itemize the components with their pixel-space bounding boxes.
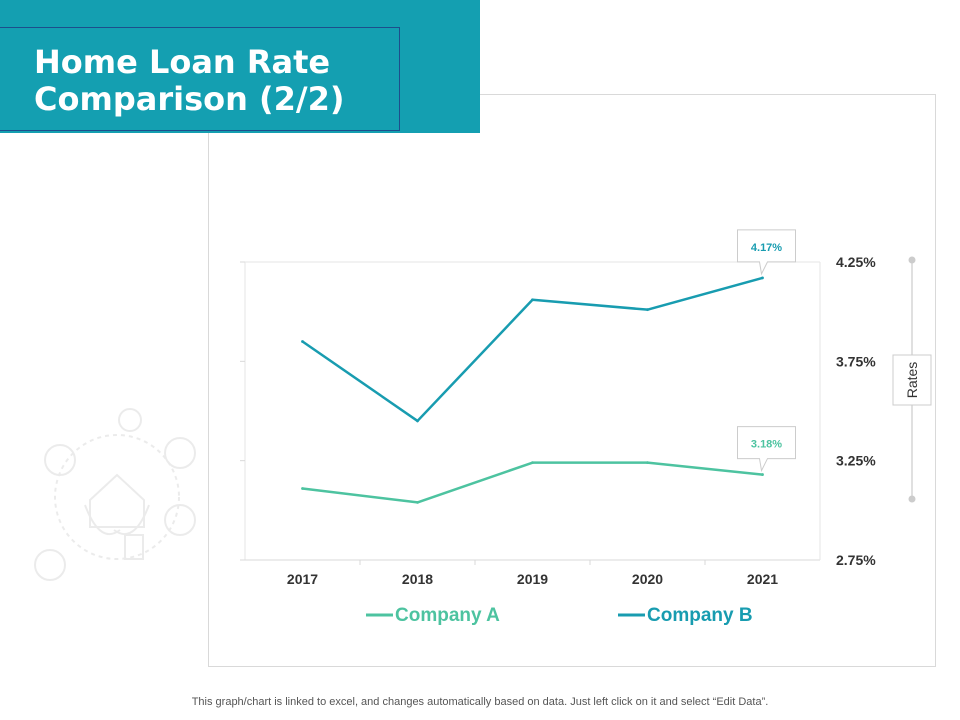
legend: Company A Company B — [366, 605, 753, 626]
callout-label: 3.18% — [751, 439, 782, 451]
y-axis-title-dot-top — [908, 256, 916, 264]
y-axis-ticks: 4.25% 3.75% 3.25% 2.75% — [240, 254, 876, 568]
home-loan-icon — [34, 408, 196, 581]
title-banner: Home Loan Rate Comparison (2/2) — [0, 0, 480, 133]
y-axis-title: Rates — [904, 362, 920, 399]
data-point — [761, 276, 764, 280]
legend-label: Company A — [395, 605, 500, 626]
data-point — [761, 473, 764, 476]
x-tick-label: 2021 — [747, 571, 778, 587]
callout-box — [737, 426, 796, 473]
callout-box — [737, 229, 796, 276]
y-axis-title-box — [892, 354, 932, 406]
data-point — [416, 500, 419, 504]
x-tick-label: 2020 — [632, 571, 663, 587]
x-tick-label: 2017 — [287, 571, 318, 587]
y-tick-label: 2.75% — [836, 552, 876, 568]
x-tick-label: 2019 — [517, 571, 548, 587]
y-axis-title-dot-bottom — [908, 495, 916, 503]
data-point — [531, 298, 534, 302]
data-point — [301, 487, 304, 490]
callout-label: 4.17% — [751, 242, 782, 254]
data-point — [301, 340, 304, 343]
data-point — [646, 308, 649, 312]
footer-note: This graph/chart is linked to excel, and… — [191, 696, 769, 708]
callouts: 3.18% 4.17% — [737, 229, 796, 473]
y-axis-title-group: Rates — [892, 256, 932, 503]
x-tick-label: 2018 — [402, 571, 433, 587]
y-tick-label: 3.75% — [836, 353, 876, 369]
series-layer — [301, 276, 764, 504]
x-axis-ticks: 2017 2018 2019 2020 2021 — [287, 560, 778, 587]
y-tick-label: 3.25% — [836, 453, 876, 469]
data-point — [531, 461, 534, 465]
y-tick-label: 4.25% — [836, 254, 876, 270]
title-frame — [0, 27, 400, 131]
legend-label: Company B — [647, 605, 753, 626]
page-title: Home Loan Rate Comparison (2/2) — [34, 43, 345, 118]
data-point — [646, 461, 649, 465]
plot-frame — [244, 261, 821, 561]
series-line-company-a — [302, 461, 763, 504]
data-point — [416, 419, 419, 423]
